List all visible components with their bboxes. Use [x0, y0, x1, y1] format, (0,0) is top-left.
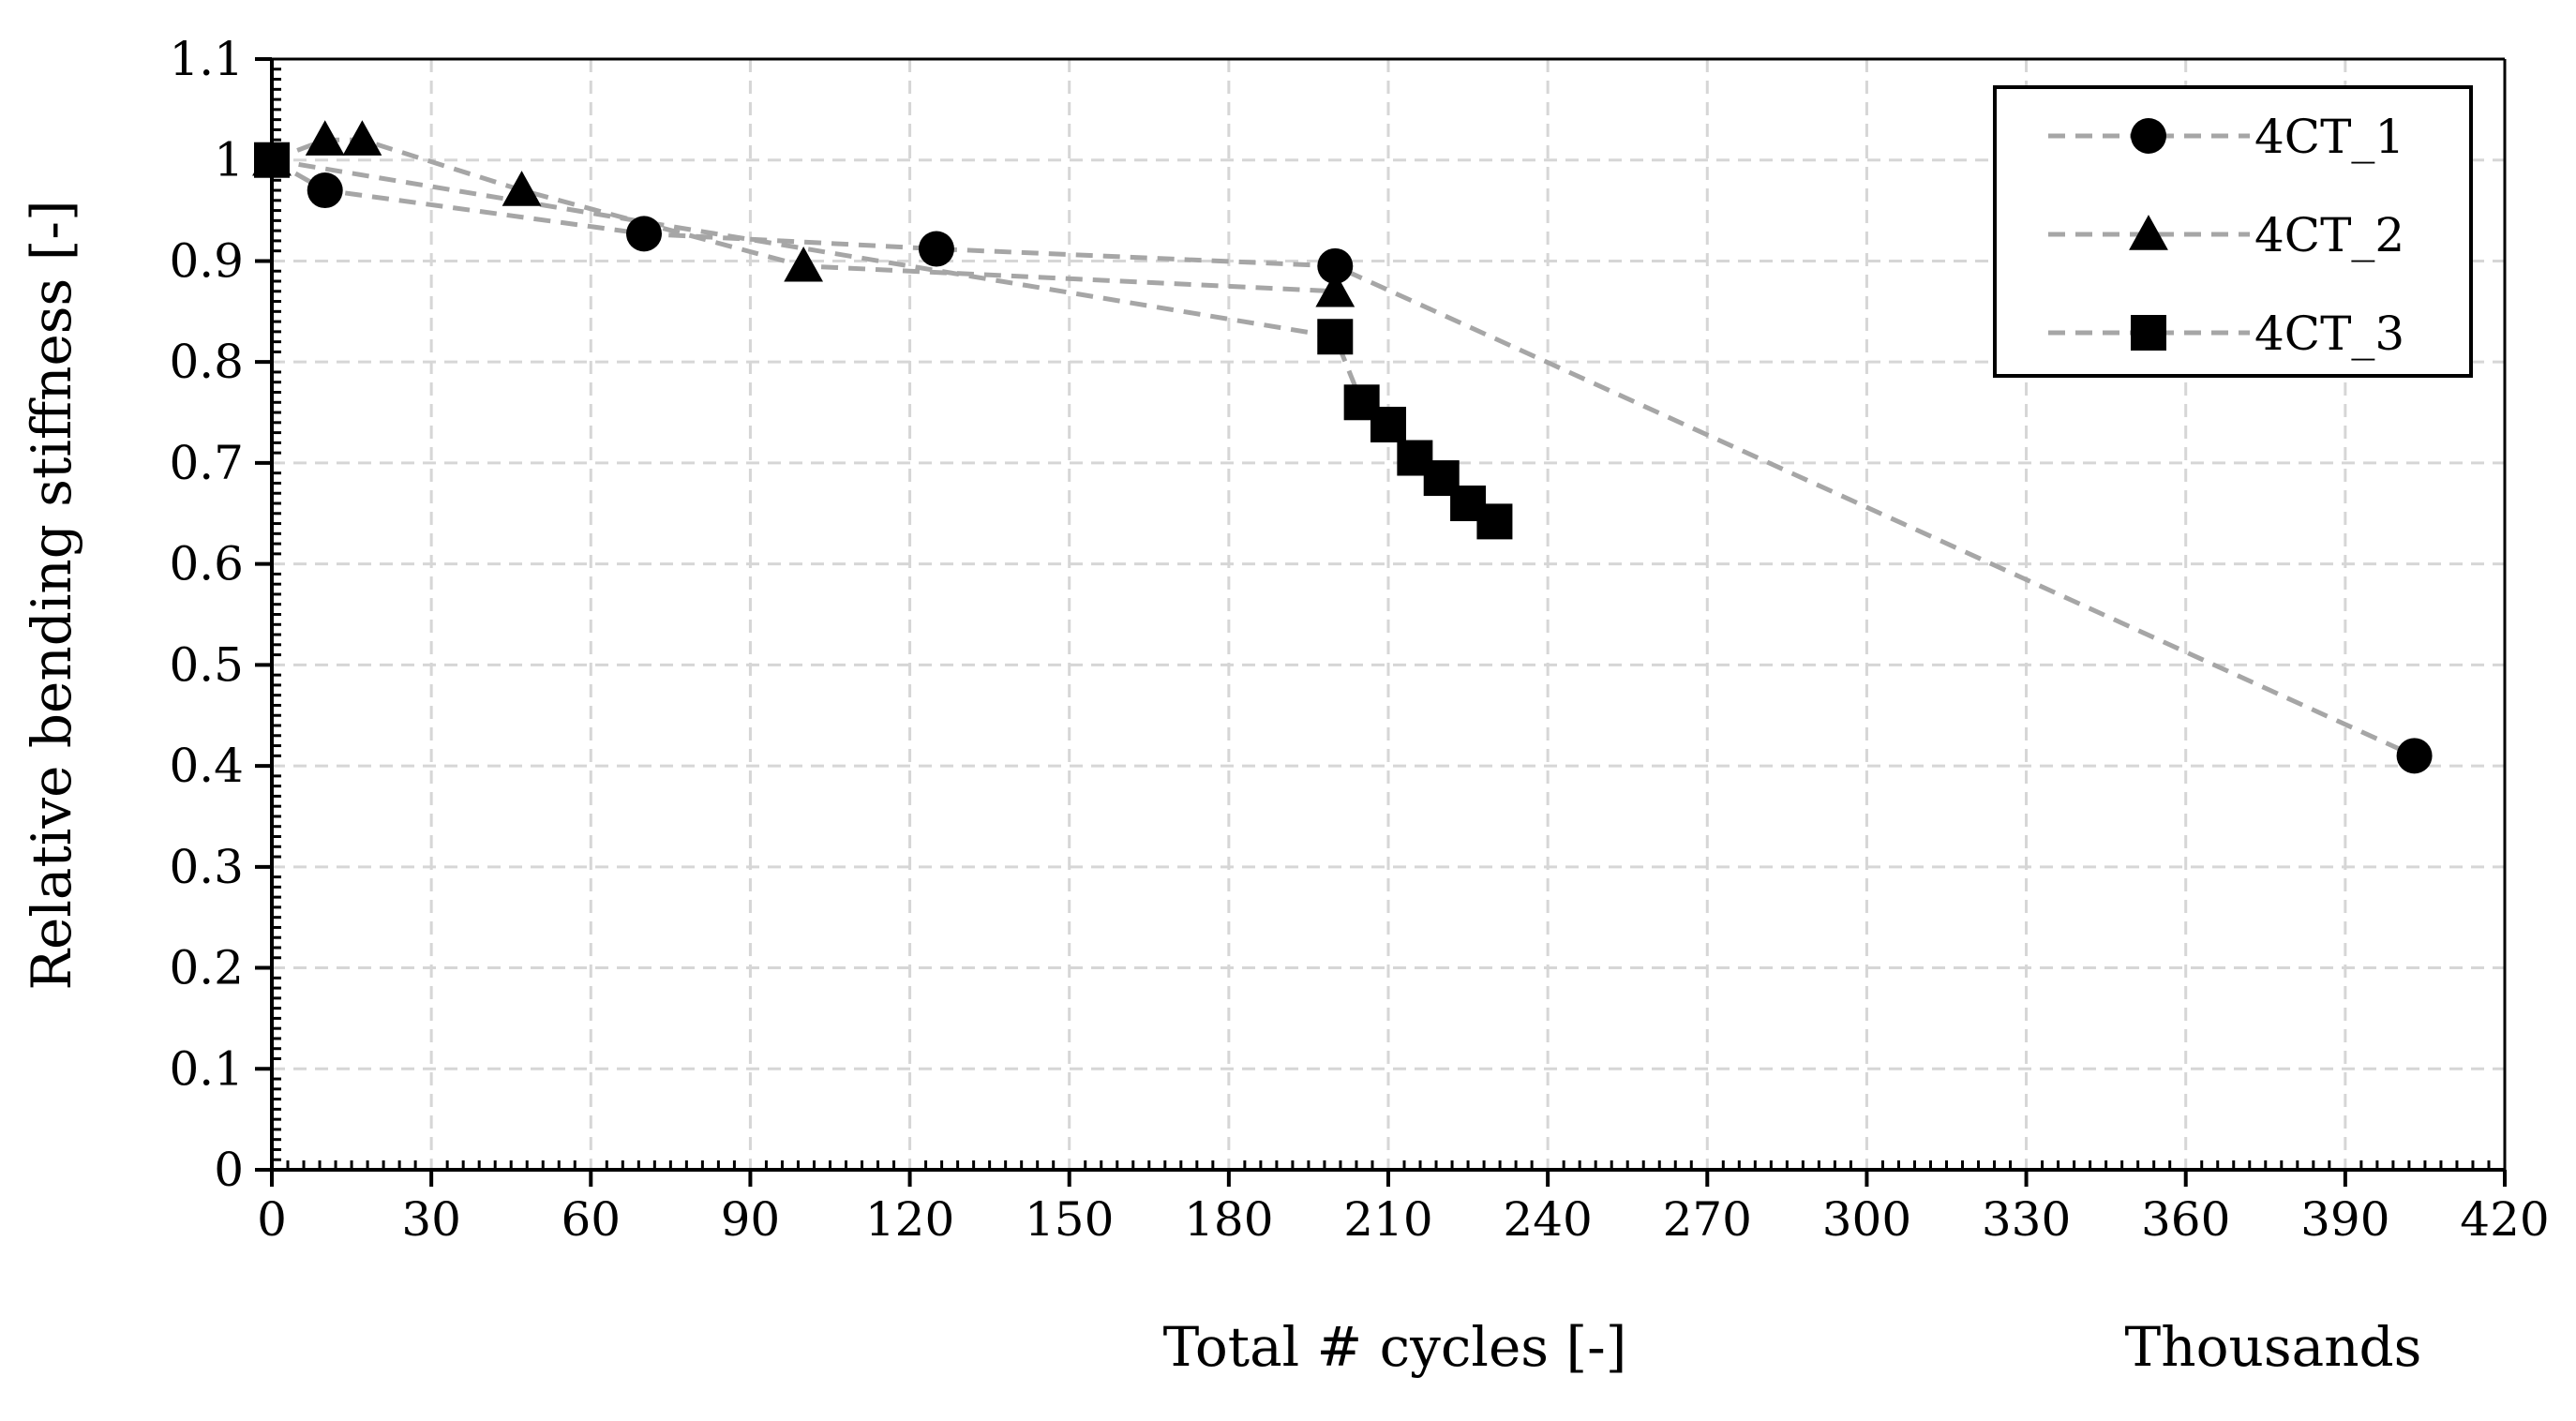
legend-label: 4CT_3: [2254, 307, 2404, 361]
x-tick-label: 300: [1822, 1192, 1911, 1247]
data-point-circle: [307, 172, 343, 209]
x-tick-label: 390: [2300, 1192, 2389, 1247]
y-tick-label: 0.4: [169, 739, 244, 793]
y-tick-label: 0.3: [169, 840, 244, 894]
series-layer: [252, 120, 2433, 774]
series-4CT_3: [271, 157, 1496, 524]
y-tick-label: 0.1: [169, 1041, 244, 1096]
legend-marker-triangle: [2129, 215, 2168, 250]
x-tick-label: 0: [257, 1192, 287, 1247]
legend-item: 4CT_1: [2048, 110, 2404, 164]
data-point-triangle: [502, 171, 542, 206]
data-point-square: [1476, 503, 1513, 540]
data-point-square: [1317, 319, 1354, 355]
y-tick-label: 0.9: [169, 233, 244, 288]
legend-marker-square: [2131, 315, 2166, 351]
data-point-square: [1370, 406, 1406, 442]
data-point-square: [254, 142, 290, 178]
series-line: [271, 137, 1336, 294]
y-tick-label: 0.7: [169, 436, 244, 490]
data-point-triangle: [1315, 271, 1355, 307]
y-tick-label: 0.5: [169, 637, 244, 692]
x-tick-label: 420: [2460, 1192, 2549, 1247]
legend-items: 4CT_1 4CT_2 4CT_3: [2048, 110, 2404, 361]
x-tick-label: 330: [1982, 1192, 2071, 1247]
x-tick-label: 120: [865, 1192, 954, 1247]
series-line: [271, 157, 1496, 524]
tick-labels: 0 30 60 90 120 150 180 210 240 270 300 330 360 390 420…: [169, 32, 2549, 1247]
legend-label: 4CT_1: [2254, 110, 2404, 164]
legend-item: 4CT_3: [2048, 307, 2404, 361]
data-point-triangle: [342, 120, 382, 156]
legend-marker-circle: [2131, 118, 2166, 154]
x-tick-label: 270: [1663, 1192, 1752, 1247]
data-point-circle: [1317, 247, 1354, 284]
legend-label: 4CT_2: [2254, 208, 2404, 262]
y-tick-label: 0.2: [169, 941, 244, 995]
y-tick-label: 0.6: [169, 537, 244, 591]
data-point-triangle: [784, 246, 824, 282]
y-axis-title: Relative bending stiffness [-]: [20, 200, 83, 990]
x-axis-title: Total # cycles [-]: [1163, 1315, 1627, 1379]
series-markers-4CT_2: [252, 120, 1355, 307]
x-tick-label: 180: [1184, 1192, 1273, 1247]
x-tick-label: 240: [1503, 1192, 1592, 1247]
data-point-triangle: [305, 120, 345, 156]
legend-box: [1993, 85, 2473, 378]
legend-item: 4CT_2: [2048, 208, 2404, 262]
y-tick-label: 0.8: [169, 335, 244, 389]
series-line: [270, 157, 2416, 758]
x-tick-label: 90: [721, 1192, 781, 1247]
data-point-circle: [918, 231, 954, 267]
x-tick-label: 60: [561, 1192, 621, 1247]
series-markers-4CT_3: [254, 142, 1513, 540]
data-point-circle: [2396, 738, 2433, 774]
data-point-circle: [626, 216, 662, 252]
x-tick-label: 150: [1025, 1192, 1114, 1247]
axes: [255, 57, 2507, 1187]
x-tick-label: 210: [1343, 1192, 1432, 1247]
series-4CT_1: [270, 157, 2416, 758]
legend: 4CT_1 4CT_2 4CT_3: [1993, 85, 2473, 378]
x-tick-label: 30: [401, 1192, 461, 1247]
y-tick-label: 1: [214, 133, 244, 187]
x-tick-label: 360: [2141, 1192, 2230, 1247]
x-axis-unit-label: Thousands: [2125, 1315, 2422, 1379]
series-4CT_2: [271, 137, 1336, 294]
y-tick-label: 1.1: [169, 32, 244, 86]
y-tick-label: 0: [214, 1143, 244, 1197]
